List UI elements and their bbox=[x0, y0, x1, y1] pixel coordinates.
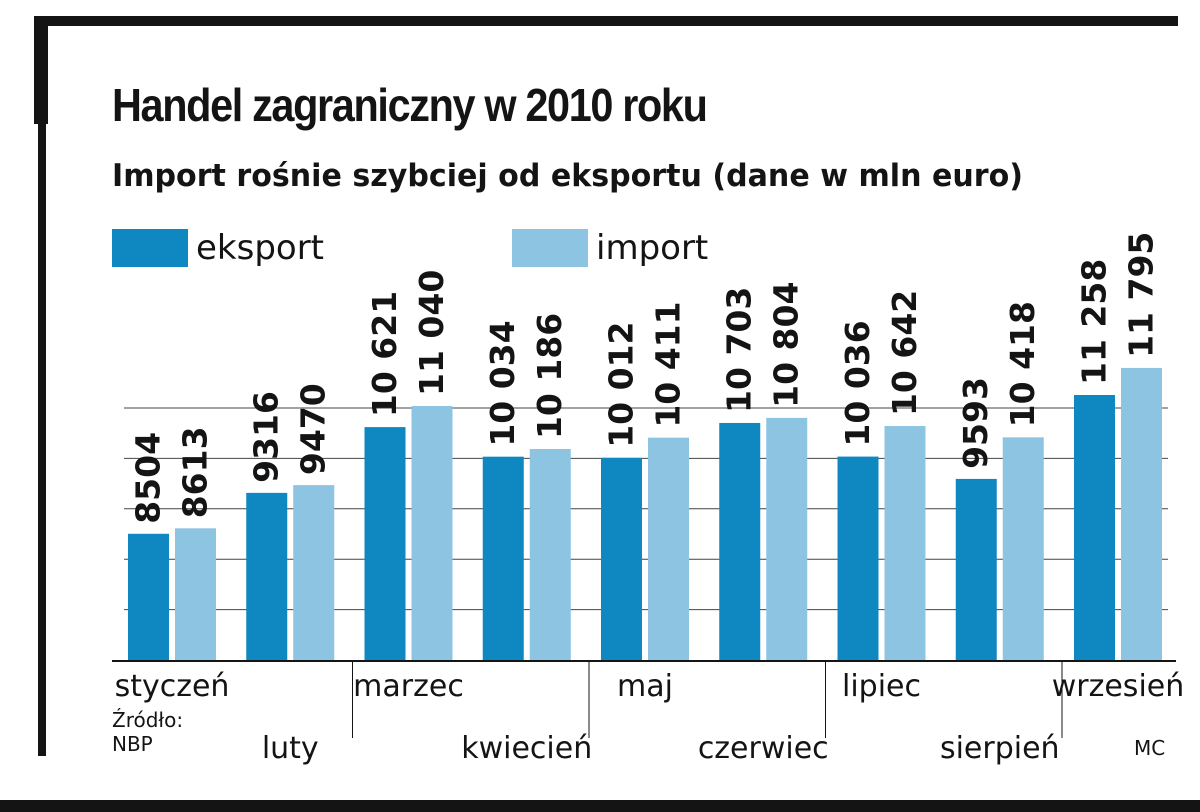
category-label: lipiec bbox=[842, 669, 921, 704]
category-label: wrzesień bbox=[1052, 669, 1185, 704]
bar-import bbox=[1002, 437, 1044, 660]
chart-title: Handel zagraniczny w 2010 roku bbox=[112, 79, 708, 131]
bar-import bbox=[648, 437, 689, 660]
legend-label-import: import bbox=[596, 228, 709, 268]
bar-eksport bbox=[364, 427, 406, 660]
category-label: sierpień bbox=[940, 731, 1060, 766]
bar-eksport bbox=[955, 478, 997, 660]
bar-import bbox=[411, 405, 453, 660]
bar-import bbox=[1121, 367, 1162, 660]
data-label-eksport: 10 036 bbox=[838, 320, 877, 446]
data-label-eksport: 10 034 bbox=[483, 320, 522, 446]
data-label-import: 10 804 bbox=[767, 282, 806, 408]
data-label-import: 8613 bbox=[176, 426, 215, 518]
source-note: Źródło: NBP bbox=[112, 708, 183, 756]
data-label-import: 10 186 bbox=[530, 313, 569, 439]
legend-item-eksport: eksport bbox=[112, 226, 324, 270]
category-label: maj bbox=[617, 669, 673, 704]
legend-swatch-eksport bbox=[112, 229, 188, 267]
data-label-import: 11 795 bbox=[1122, 232, 1161, 358]
bar-eksport bbox=[482, 456, 524, 660]
data-label-eksport: 10 703 bbox=[720, 287, 759, 413]
bar-import bbox=[175, 528, 216, 660]
frame-left-border bbox=[38, 16, 46, 756]
legend-item-import: import bbox=[512, 226, 708, 270]
category-label: kwiecień bbox=[461, 731, 592, 766]
data-label-import: 10 411 bbox=[649, 301, 688, 427]
bar-import bbox=[766, 417, 808, 660]
bar-eksport bbox=[719, 422, 761, 660]
category-label: marzec bbox=[353, 669, 464, 704]
frame-bottom-border bbox=[0, 800, 1200, 812]
bar-eksport bbox=[837, 456, 879, 660]
bar-eksport bbox=[128, 533, 169, 660]
frame-top-border bbox=[34, 16, 1178, 26]
legend-label-eksport: eksport bbox=[196, 228, 325, 268]
data-label-import: 10 642 bbox=[885, 290, 924, 416]
chart-subtitle: Import rośnie szybciej od eksportu (dane… bbox=[112, 158, 1024, 194]
author-credit: MC bbox=[1134, 736, 1166, 760]
data-label-eksport: 9316 bbox=[247, 391, 286, 483]
bar-import bbox=[293, 485, 335, 660]
category-label: styczeń bbox=[115, 669, 230, 704]
data-label-eksport: 10 621 bbox=[365, 291, 404, 417]
source-label: Źródło: bbox=[112, 708, 184, 732]
data-label-eksport: 10 012 bbox=[602, 321, 641, 447]
data-label-import: 10 418 bbox=[1003, 301, 1042, 427]
data-label-eksport: 9593 bbox=[956, 377, 995, 469]
category-label: luty bbox=[262, 731, 319, 766]
data-label-import: 11 040 bbox=[412, 270, 451, 396]
bar-eksport bbox=[1074, 394, 1115, 660]
data-label-eksport: 8504 bbox=[129, 432, 168, 524]
bar-eksport bbox=[246, 492, 288, 660]
bar-eksport bbox=[601, 457, 642, 660]
source-name: NBP bbox=[112, 732, 153, 756]
data-label-eksport: 11 258 bbox=[1075, 259, 1114, 385]
legend-swatch-import bbox=[512, 229, 588, 267]
data-label-import: 9470 bbox=[294, 383, 333, 475]
category-label: czerwiec bbox=[698, 731, 829, 766]
bar-import bbox=[529, 449, 571, 660]
bar-import bbox=[884, 426, 926, 660]
